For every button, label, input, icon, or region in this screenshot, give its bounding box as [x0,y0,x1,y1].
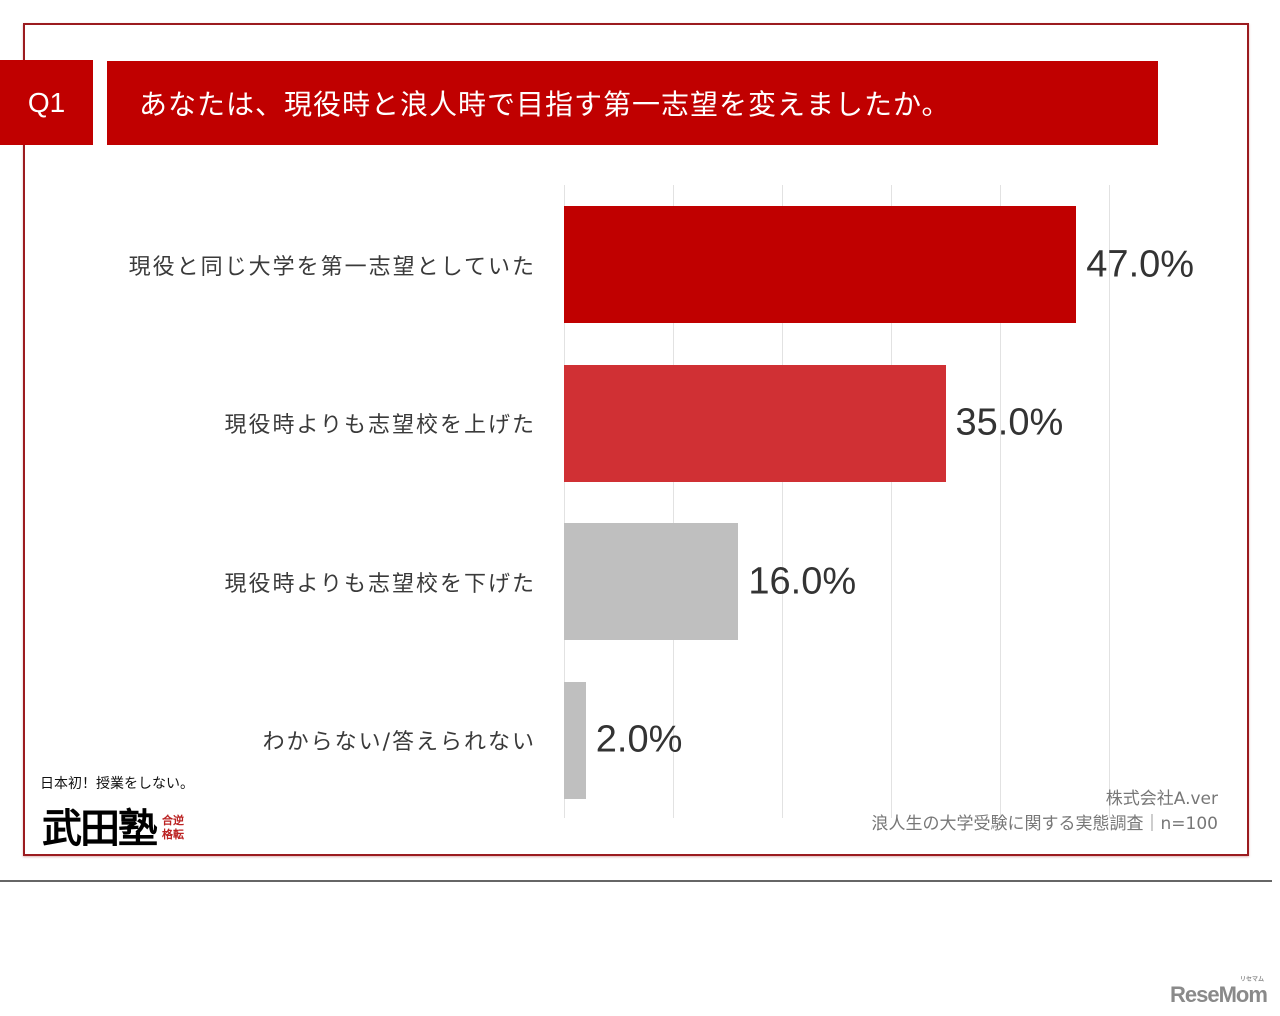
value-label: 35.0% [955,401,1064,444]
gridline [1000,185,1001,818]
stamp-char: 合 [162,814,173,827]
question-number-badge: Q1 [0,60,93,145]
logo-stamp-icon: 合逆 格転 [162,814,194,846]
logo-tagline: 日本初！授業をしない。 [40,776,194,792]
source-survey: 浪人生の大学受験に関する実態調査｜n=100 [871,814,1218,834]
gridline [782,185,783,818]
category-label: わからない/答えられない [262,730,536,755]
stamp-char: 逆 [173,814,184,827]
bar [564,206,1077,323]
value-label: 47.0% [1086,243,1195,285]
page-divider [0,880,1272,882]
resemom-watermark: ReseMom リセマム [1170,977,1268,1008]
gridline [673,185,674,818]
gridline [891,185,892,818]
question-title-banner: あなたは、現役時と浪人時で目指す第一志望を変えましたか。 [107,61,1158,145]
source-credit: 株式会社A.ver 浪人生の大学受験に関する実態調査｜n=100 [872,787,1218,837]
stamp-char: 格 [162,828,173,841]
category-label: 現役時よりも志望校を下げた [224,571,536,597]
question-title: あなたは、現役時と浪人時で目指す第一志望を変えましたか。 [139,88,951,121]
source-company: 株式会社A.ver [1105,789,1218,809]
category-label: 現役と同じ大学を第一志望としていた [128,254,536,280]
value-label: 2.0% [595,718,683,761]
stamp-char: 転 [173,828,184,841]
gridline [564,185,565,818]
value-label: 16.0% [748,560,857,602]
bar [564,364,946,482]
bar [564,523,739,640]
logo-brand: 武田塾 [42,805,158,852]
bar [564,681,586,799]
chart-frame [23,23,1249,856]
category-label: 現役時よりも志望校を上げた [224,413,536,438]
watermark-text: ReseMom [1170,982,1268,1007]
question-number: Q1 [27,86,66,118]
gridline [1109,185,1110,818]
watermark-subtext: リセマム [1240,977,1265,983]
